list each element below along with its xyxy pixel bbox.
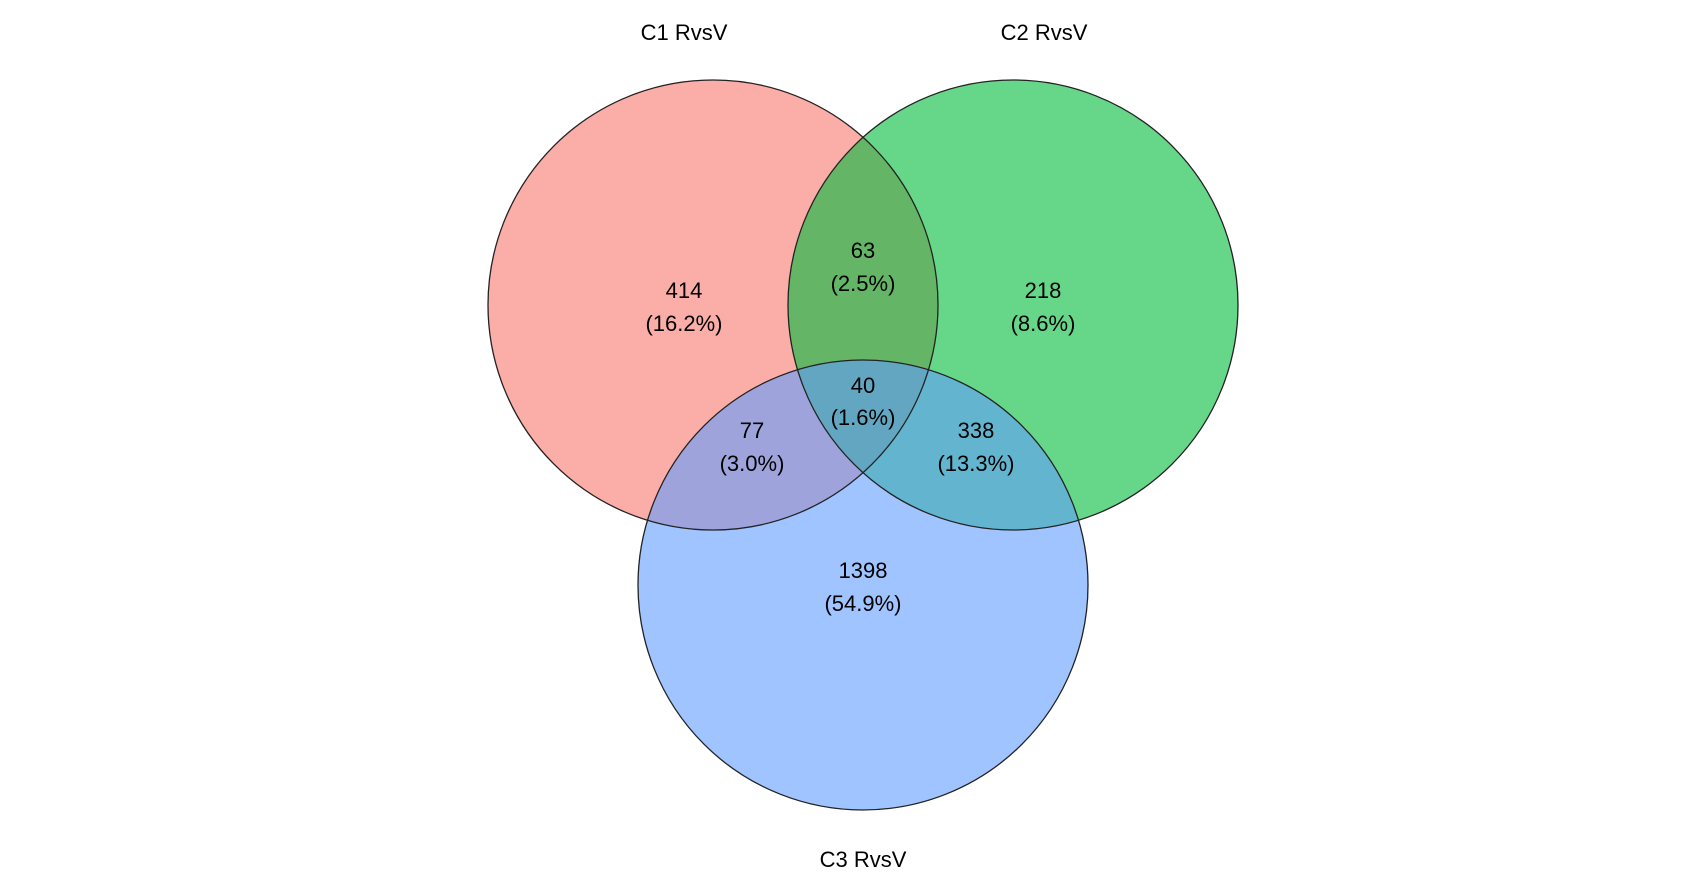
region-c1-c2-percent: (2.5%) <box>831 271 896 296</box>
region-c1-c2-c3-count: 40 <box>851 373 875 398</box>
region-c1-only: 414 (16.2%) <box>645 278 722 336</box>
region-c1-c2-count: 63 <box>851 238 875 263</box>
region-c1-c2-c3: 40 (1.6%) <box>831 373 896 430</box>
region-c3-only: 1398 (54.9%) <box>824 558 901 616</box>
region-c1-only-count: 414 <box>666 278 703 303</box>
region-c2-only-count: 218 <box>1025 278 1062 303</box>
region-c3-only-percent: (54.9%) <box>824 591 901 616</box>
set-c3-outline <box>637 359 1089 811</box>
region-c1-only-percent: (16.2%) <box>645 311 722 336</box>
region-c1-c3: 77 (3.0%) <box>720 418 785 476</box>
set-c1-label: C1 RvsV <box>641 20 728 45</box>
region-c1-c2: 63 (2.5%) <box>831 238 896 296</box>
region-c2-only: 218 (8.6%) <box>1011 278 1076 336</box>
region-labels: 414 (16.2%) 218 (8.6%) 63 (2.5%) 40 (1.6… <box>645 238 1075 616</box>
set-c1-outline <box>487 79 939 531</box>
region-c2-c3: 338 (13.3%) <box>937 418 1014 476</box>
set-c3-circle <box>638 360 1088 810</box>
region-c2-c3-percent: (13.3%) <box>937 451 1014 476</box>
region-c2-c3-count: 338 <box>958 418 995 443</box>
set-labels: C1 RvsV C2 RvsV C3 RvsV <box>641 20 1088 872</box>
set-c2-outline <box>787 79 1239 531</box>
set-c2-label: C2 RvsV <box>1001 20 1088 45</box>
venn-outlines <box>487 79 1239 811</box>
region-c3-only-count: 1398 <box>839 558 888 583</box>
venn-fills <box>488 80 1238 810</box>
region-c1-c3-percent: (3.0%) <box>720 451 785 476</box>
region-c2-only-percent: (8.6%) <box>1011 311 1076 336</box>
set-c3-label: C3 RvsV <box>820 847 907 872</box>
region-c1-c3-count: 77 <box>740 418 764 443</box>
region-c1-c2-c3-percent: (1.6%) <box>831 405 896 430</box>
